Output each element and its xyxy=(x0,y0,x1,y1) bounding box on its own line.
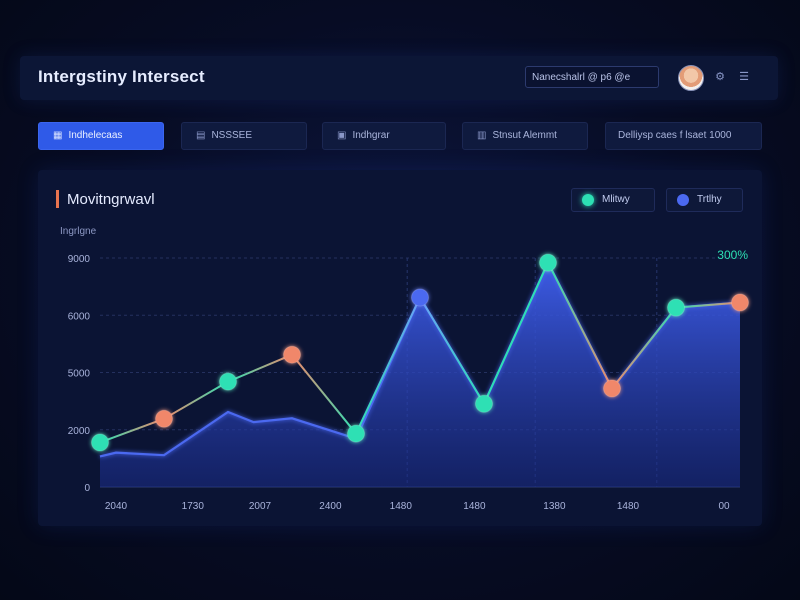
series-line-segment xyxy=(291,353,357,435)
percent-annotation: 300% xyxy=(717,248,748,262)
legend-swatch xyxy=(582,194,594,206)
y-tick-label: 9000 xyxy=(68,254,91,265)
x-tick-layer: 2040 1730 2007 2400 1480 1480 1380 1480 00 xyxy=(105,501,730,512)
y-tick-layer: 9000 6000 5000 2000 0 xyxy=(68,254,91,494)
area-fill xyxy=(100,262,740,487)
data-point xyxy=(155,409,173,428)
x-tick-label: 2007 xyxy=(249,501,272,512)
series-line-segment xyxy=(675,301,741,309)
bars-icon: ▥ xyxy=(477,130,487,141)
tab-2[interactable]: ▣ Indhgrar xyxy=(322,122,446,150)
tab-label: NSSSEE xyxy=(211,130,253,141)
monitor-icon: ▣ xyxy=(337,130,347,141)
data-point xyxy=(731,293,749,312)
x-tick-label: 1480 xyxy=(463,501,486,512)
data-point xyxy=(667,298,685,317)
data-point xyxy=(603,379,621,398)
menu-icon[interactable]: ☰ xyxy=(739,71,749,83)
tab-label: Indhgrar xyxy=(352,130,390,141)
series-line-segment xyxy=(547,261,613,390)
data-point xyxy=(411,288,429,307)
search-input[interactable] xyxy=(525,66,659,88)
data-point xyxy=(539,253,557,272)
top-header: Intergstiny Intersect ⚙ ☰ xyxy=(20,56,778,100)
chart-icon: ▤ xyxy=(196,130,206,141)
tab-4[interactable]: Delliysp caes f lsaet 1000 xyxy=(605,122,762,150)
tab-label: Stnsut Alemmt xyxy=(492,130,557,141)
series-line-segment xyxy=(611,306,677,390)
title-marker xyxy=(56,190,59,208)
x-tick-label: 2040 xyxy=(105,501,128,512)
legend-item-1[interactable]: Trtlhy xyxy=(666,188,743,212)
user-avatar[interactable] xyxy=(678,65,704,91)
tab-label: Indhelecaas xyxy=(68,130,123,141)
x-tick-label: 1480 xyxy=(390,501,413,512)
tab-3[interactable]: ▥ Stnsut Alemmt xyxy=(462,122,588,150)
y-tick-label: 5000 xyxy=(68,369,91,380)
series-line-segment xyxy=(483,261,549,405)
line-layer xyxy=(99,261,741,444)
legend-label: Trtlhy xyxy=(697,194,722,205)
x-tick-label: 2400 xyxy=(319,501,342,512)
marker-layer xyxy=(91,253,749,452)
app-title: Intergstiny Intersect xyxy=(38,67,205,86)
data-point xyxy=(219,372,237,391)
tab-label: Delliysp caes f lsaet 1000 xyxy=(618,130,732,141)
legend-label: Mlitwy xyxy=(602,194,630,205)
data-point xyxy=(475,394,493,413)
data-point xyxy=(283,345,301,364)
series-line-segment xyxy=(99,417,165,444)
settings-icon[interactable]: ⚙ xyxy=(715,71,725,83)
tab-1[interactable]: ▤ NSSSEE xyxy=(181,122,307,150)
tab-0[interactable]: ▦ Indhelecaas xyxy=(38,122,164,150)
legend-item-0[interactable]: Mlitwy xyxy=(571,188,655,212)
grid-icon: ▦ xyxy=(53,130,63,141)
y-tick-label: 0 xyxy=(84,483,90,494)
legend-swatch xyxy=(677,194,689,206)
series-line-segment xyxy=(227,353,293,383)
x-tick-label: 1730 xyxy=(182,501,205,512)
series-line-segment xyxy=(355,296,421,435)
y-tick-label: 6000 xyxy=(68,311,91,322)
data-point xyxy=(347,424,365,443)
series-line-segment xyxy=(163,380,229,420)
x-tick-label: 1480 xyxy=(617,501,640,512)
chart-title: Movitngrwavl xyxy=(67,191,155,208)
tab-bar: ▦ Indhelecaas ▤ NSSSEE ▣ Indhgrar ▥ Stnsut A… xyxy=(38,122,762,150)
y-axis-label: Ingrlgne xyxy=(60,226,97,237)
data-point xyxy=(91,433,109,452)
x-tick-label: 00 xyxy=(718,501,730,512)
y-tick-label: 2000 xyxy=(68,426,91,437)
series-line-segment xyxy=(419,296,485,405)
x-tick-label: 1380 xyxy=(543,501,566,512)
